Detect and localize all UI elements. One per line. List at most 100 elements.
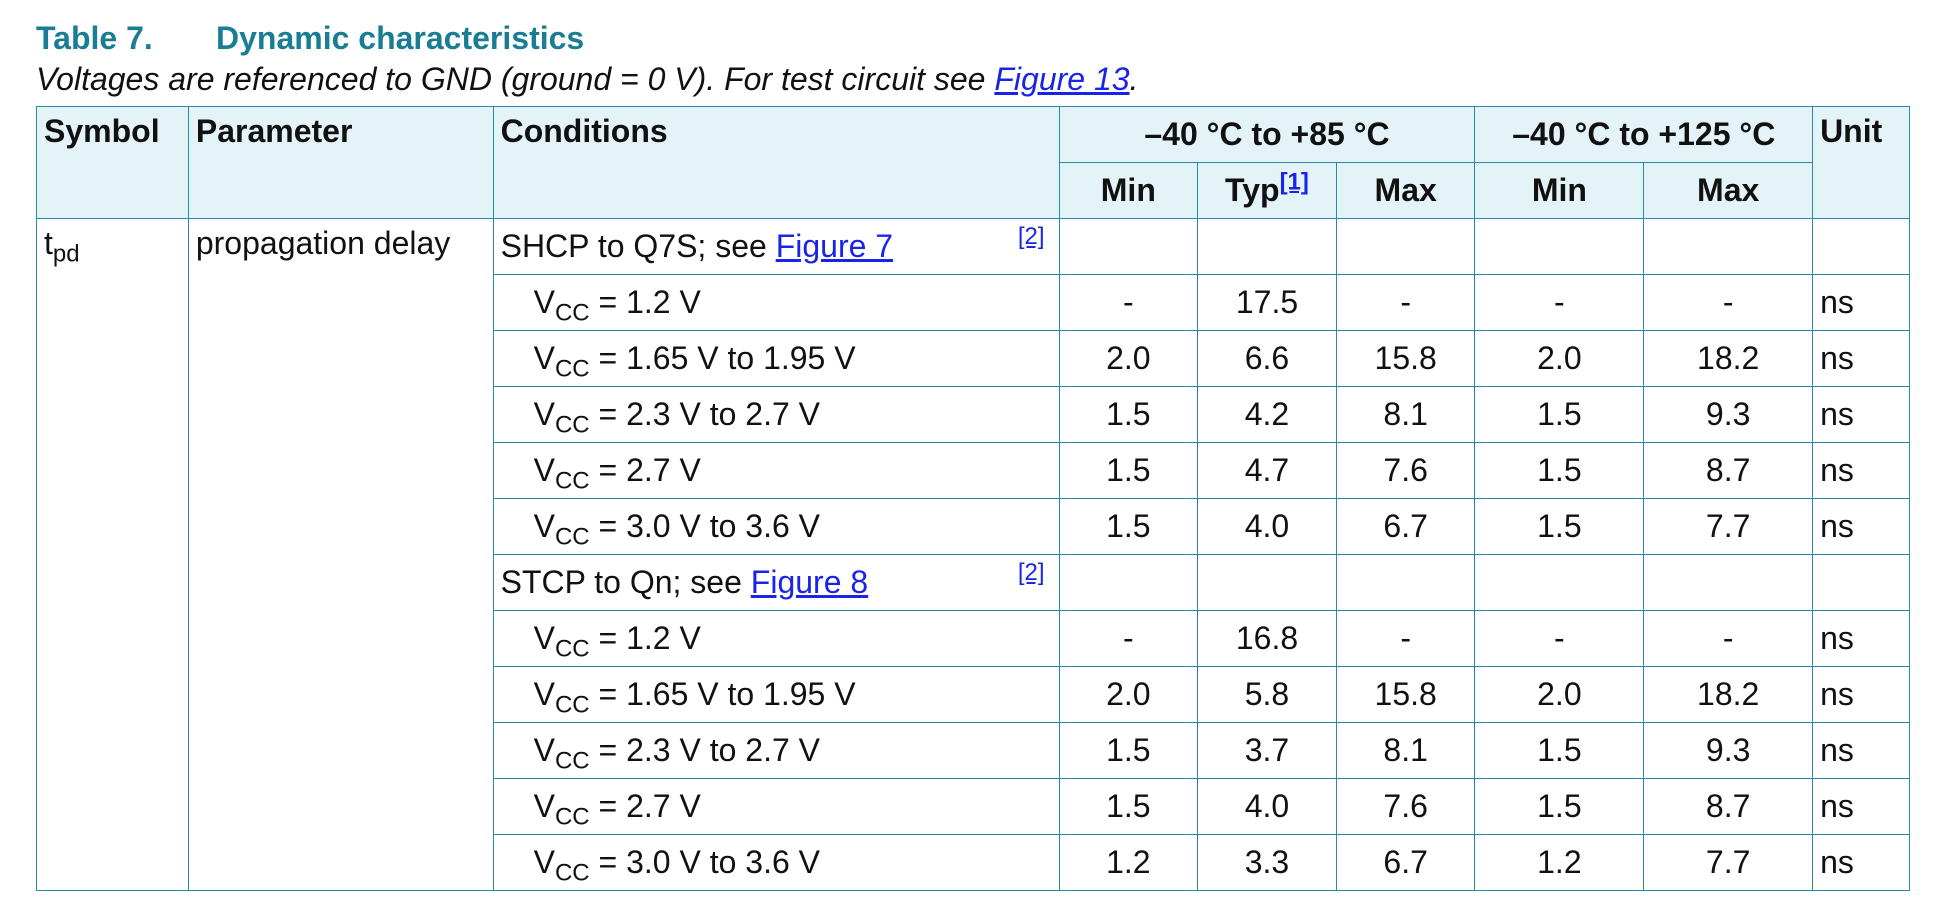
table-row: VCC = 1.65 V to 1.95 V 2.0 6.6 15.8 2.0 18.2 n… [37,330,1910,387]
condition-text: = 2.7 V [589,788,701,824]
condition-cell: VCC = 2.3 V to 2.7 V [492,722,1060,779]
note-2-link[interactable]: [2] [1017,223,1045,250]
unit-cell: ns [1812,442,1910,499]
min-125-cell: 2.0 [1474,330,1645,387]
min-125-cell: 1.5 [1474,386,1645,443]
caption-text: Voltages are referenced to GND (ground =… [36,61,995,97]
header-conditions: Conditions [492,106,1060,219]
unit-cell: ns [1812,722,1910,779]
table-row: VCC = 1.65 V to 1.95 V 2.0 5.8 15.8 2.0 18.2 n… [37,666,1910,723]
dynamic-characteristics-table: Symbol Parameter Conditions –40 °C to +8… [36,106,1910,891]
typ-cell: 4.0 [1197,778,1337,835]
condition-cell: VCC = 2.7 V [492,442,1060,499]
table-caption: Voltages are referenced to GND (ground =… [36,58,1910,100]
condition-text: = 1.65 V to 1.95 V [589,676,856,712]
vcc-subscript: CC [554,355,590,383]
condition-text: = 2.3 V to 2.7 V [589,396,820,432]
empty-cell [1474,218,1645,275]
condition-cell: VCC = 1.2 V [492,274,1060,331]
max-85-cell: - [1335,274,1476,331]
condition-cell: VCC = 2.3 V to 2.7 V [492,386,1060,443]
empty-cell [1058,554,1199,611]
max-125-cell: 7.7 [1643,498,1814,555]
table-body: tpd propagation delay SHCP to Q7S; see F… [36,218,1910,891]
max-85-cell: 8.1 [1335,386,1476,443]
condition-cell: VCC = 1.65 V to 1.95 V [492,330,1060,387]
min-125-cell: - [1474,610,1645,667]
vcc-subscript: CC [554,467,590,495]
max-125-cell: - [1643,274,1814,331]
vcc-subscript: CC [554,803,590,831]
header-range-125: –40 °C to +125 °C [1474,106,1814,163]
symbol-cell: tpd [36,218,189,891]
condition-cell: VCC = 3.0 V to 3.6 V [492,834,1060,891]
empty-cell [1812,554,1910,611]
header-unit: Unit [1812,106,1910,219]
min-85-cell: 1.5 [1058,442,1199,499]
empty-cell [1335,554,1476,611]
min-85-cell: 1.5 [1058,386,1199,443]
max-125-cell: 7.7 [1643,834,1814,891]
max-125-cell: 9.3 [1643,722,1814,779]
empty-cell [1197,554,1337,611]
empty-cell [1643,218,1814,275]
figure-13-link[interactable]: Figure 13 [994,61,1130,97]
unit-cell: ns [1812,666,1910,723]
max-125-cell: 18.2 [1643,330,1814,387]
unit-cell: ns [1812,834,1910,891]
empty-cell [1197,218,1337,275]
min-125-cell: 2.0 [1474,666,1645,723]
header-range-85: –40 °C to +85 °C [1058,106,1476,163]
figure-8-link[interactable]: Figure 8 [750,564,869,600]
min-85-cell: 1.5 [1058,498,1199,555]
note-1-link[interactable]: [1] [1279,168,1309,196]
unit-cell: ns [1812,610,1910,667]
table-row: VCC = 3.0 V to 3.6 V 1.2 3.3 6.7 1.2 7.7 ns [37,834,1910,891]
table-row: VCC = 3.0 V to 3.6 V 1.5 4.0 6.7 1.5 7.7 ns [37,498,1910,555]
vcc-subscript: CC [554,691,590,719]
table-row: VCC = 1.2 V -17.5- - - ns [37,274,1910,331]
max-125-cell: - [1643,610,1814,667]
condition-cell: VCC = 1.2 V [492,610,1060,667]
vcc-subscript: CC [554,747,590,775]
max-85-cell: 15.8 [1335,666,1476,723]
min-125-cell: - [1474,274,1645,331]
header-parameter: Parameter [187,106,494,219]
condition-text: = 2.7 V [589,452,701,488]
header-typ-label: Typ [1225,172,1280,208]
unit-cell: ns [1812,498,1910,555]
max-85-cell: 7.6 [1335,442,1476,499]
table-title-text: Dynamic characteristics [216,20,585,56]
header-typ: Typ[1] [1197,162,1337,219]
max-85-cell: 15.8 [1335,330,1476,387]
unit-cell: ns [1812,274,1910,331]
condition-text: = 1.2 V [589,620,701,656]
condition-cell: VCC = 2.7 V [492,778,1060,835]
condition-group-heading: SHCP to Q7S; see Figure 7 [2] [492,218,1060,275]
max-85-cell: 7.6 [1335,778,1476,835]
condition-text: = 1.2 V [589,284,701,320]
note-2-link[interactable]: [2] [1017,559,1045,586]
header-max-85: Max [1335,162,1476,219]
max-125-cell: 8.7 [1643,442,1814,499]
typ-cell: 17.5 [1197,274,1337,331]
typ-cell: 4.2 [1197,386,1337,443]
figure-7-link[interactable]: Figure 7 [775,228,894,264]
min-125-cell: 1.5 [1474,722,1645,779]
typ-cell: 3.3 [1197,834,1337,891]
max-125-cell: 9.3 [1643,386,1814,443]
empty-cell [1643,554,1814,611]
header-symbol: Symbol [36,106,189,219]
vcc-subscript: CC [554,523,590,551]
empty-cell [1058,218,1199,275]
vcc-symbol: V [533,284,555,320]
table-row: VCC = 2.7 V 1.5 4.0 7.6 1.5 8.7 ns [37,778,1910,835]
vcc-symbol: V [533,452,555,488]
table-row: tpd propagation delay SHCP to Q7S; see F… [36,218,1910,891]
empty-cell [1335,218,1476,275]
min-125-cell: 1.5 [1474,498,1645,555]
vcc-symbol: V [533,620,555,656]
symbol-sub: pd [52,240,80,268]
vcc-subscript: CC [554,859,590,887]
max-125-cell: 8.7 [1643,778,1814,835]
